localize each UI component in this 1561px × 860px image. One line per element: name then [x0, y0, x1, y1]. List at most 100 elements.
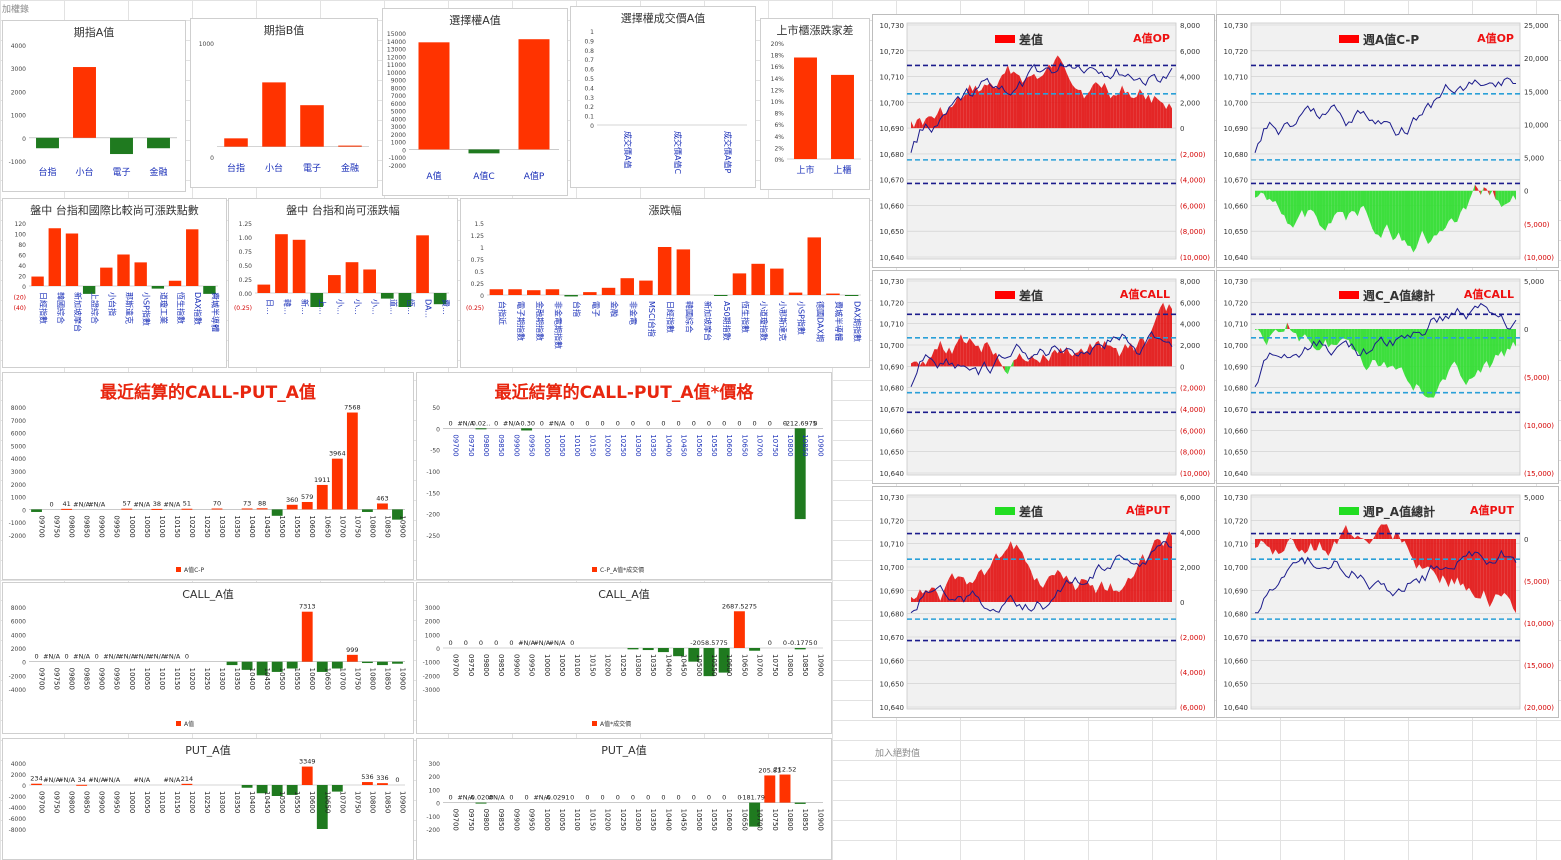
area-segment: [1319, 539, 1323, 550]
category-label: 10800: [786, 434, 794, 456]
area-segment: [946, 347, 950, 367]
area-segment: [1392, 329, 1396, 370]
area-segment: [1378, 329, 1382, 367]
left-tick-label: 10,690: [1224, 587, 1249, 595]
y-tick-label: 3000: [11, 66, 26, 73]
area-segment: [1483, 329, 1487, 365]
category-label: 日經指數: [39, 292, 49, 324]
chart-intraday-points[interactable]: 盤中 台指和國際比較尚可漲跌點數 120 100 80 60 40 20 0 (20) (40) 日…: [2, 198, 227, 368]
area-segment: [1363, 190, 1367, 213]
ts-week-put-panel[interactable]: 10,730 10,720 10,710 10,700 10,690 10,680 10,6…: [1216, 486, 1559, 718]
right-tick-label: 0: [1524, 536, 1528, 544]
chart-futures-b[interactable]: 期指B值 1000 0 台指 小台 電子 金融: [190, 18, 378, 188]
area-segment: [1474, 329, 1478, 377]
bar: [642, 648, 654, 651]
chart-futures-a[interactable]: 期指A值 4000 3000 2000 1000 0 -1000 台指 小台 電子 金融: [2, 20, 186, 192]
data-label: 0: [601, 419, 605, 427]
area-segment: [1448, 539, 1452, 588]
area-segment: [1098, 581, 1102, 602]
right-tick-label: 4,000: [1180, 74, 1200, 82]
area-segment: [1354, 535, 1358, 539]
category-label: 09700: [38, 791, 46, 813]
chart-put-a[interactable]: PUT_A值 4000 2000 0 -2000 -4000 -6000 -8000 234 09…: [2, 738, 414, 860]
category-label: 小...: [371, 299, 380, 315]
area-segment: [1075, 586, 1079, 602]
area-segment: [1325, 539, 1329, 556]
area-segment: [1260, 190, 1264, 194]
area-segment: [1366, 329, 1370, 371]
data-label: 0: [540, 419, 544, 427]
left-tick-label: 10,730: [880, 494, 905, 502]
area-segment: [1442, 329, 1446, 380]
area-segment: [1045, 64, 1049, 129]
chart-change-pct[interactable]: 漲跌幅 1.5 1.25 1 0.75 0.5 0.25 0 (0.25) 台指近 電子期指數 金融期…: [460, 198, 870, 368]
chart-options-deal-a[interactable]: 選擇權成交價A值 1 0.9 0.8 0.7 0.6 0.5 0.4 0.3 0.2 0.1 0 成交價…: [570, 6, 756, 188]
category-label: 09900: [98, 791, 106, 813]
chart-call-a[interactable]: CALL_A值 8000 6000 4000 2000 0 -2000 -4000 0 09700…: [2, 582, 414, 734]
data-label: #N/A: [533, 639, 550, 647]
ts-diff-call-panel[interactable]: 10,730 10,720 10,710 10,700 10,690 10,680 10,6…: [872, 270, 1215, 484]
y-tick-label: 1.00: [239, 235, 253, 242]
chart-options-a[interactable]: 選擇權A值 15000 14000 13000 12000 11000 10000 9000 8…: [382, 8, 568, 196]
chart-listed-otc-diff[interactable]: 上市櫃漲跌家差 20% 18% 16% 14% 12% 10% 8% 6% 4% 2% 0% 上市 上櫃: [760, 18, 870, 190]
chart-cp-a-price[interactable]: 最近結算的CALL-PUT_A值*價格 50 0 -50 -100 -150 -200 -25…: [416, 372, 832, 580]
area-segment: [1069, 581, 1073, 602]
area-segment: [981, 84, 985, 129]
area-segment: [960, 576, 964, 602]
area-segment: [1025, 561, 1029, 602]
chart-cp-a[interactable]: 最近結算的CALL-PUT_A值 8000 7000 6000 5000 4000 3000…: [2, 372, 414, 580]
y-tick-label: 12%: [771, 87, 785, 94]
area-segment: [1457, 329, 1461, 376]
category-label: 10100: [158, 515, 166, 537]
category-label: 10100: [573, 809, 581, 831]
area-segment: [1257, 539, 1261, 547]
category-label: 10550: [293, 668, 301, 690]
chart-call-a-price[interactable]: CALL_A值 3000 2000 1000 0 -1000 -2000 -3000 0 0970…: [416, 582, 832, 734]
category-label: 10800: [786, 654, 794, 676]
area-segment: [1269, 329, 1273, 337]
area-segment: [1340, 190, 1343, 213]
area-segment: [1255, 329, 1258, 331]
right-tick-label: (8,000): [1180, 228, 1206, 236]
left-tick-label: 10,680: [1224, 611, 1249, 619]
left-tick-label: 10,680: [1224, 385, 1249, 393]
ts-week-cp-panel[interactable]: 10,730 10,720 10,710 10,700 10,690 10,680 10,6…: [1216, 14, 1559, 268]
left-tick-label: 10,680: [1224, 151, 1249, 159]
area-segment: [1331, 190, 1335, 224]
area-segment: [1357, 329, 1361, 358]
area-segment: [1469, 539, 1473, 594]
area-segment: [931, 587, 935, 602]
area-segment: [993, 553, 997, 602]
bar: [764, 775, 776, 803]
area-segment: [1392, 532, 1396, 540]
chart-intraday-pct[interactable]: 盤中 台指和尚可漲跌幅 1.25 1.00 0.75 0.50 0.25 0.00 (0.25…: [228, 198, 458, 368]
data-label: 0: [449, 419, 453, 427]
category-label: MSCI台指: [647, 301, 657, 337]
ts-diff-op-panel[interactable]: 10,730 10,720 10,710 10,700 10,690 10,680 10,6…: [872, 14, 1215, 268]
area-segment: [972, 85, 976, 129]
bar: [377, 661, 388, 666]
bar: [826, 293, 840, 295]
bar-chart-svg: 最近結算的CALL-PUT_A值800070006000500040003000…: [9, 382, 407, 574]
y-tick-label: -1000: [9, 520, 27, 527]
area-segment: [1163, 539, 1167, 602]
category-label: 10650: [740, 434, 748, 456]
y-tick-label: 14000: [387, 39, 406, 46]
data-label: 0: [34, 653, 38, 661]
category-label: 09900: [98, 668, 106, 690]
category-label: 10250: [203, 515, 211, 537]
bar: [121, 508, 133, 510]
data-label: #N/A: [457, 794, 474, 802]
category-label: 09900: [98, 515, 106, 537]
data-label: 205.81: [758, 766, 781, 774]
chart-put-a-price[interactable]: PUT_A值 300 200 100 0 -100 -200 0 09700 #N/A 09750 -…: [416, 738, 832, 860]
category-label: 09950: [113, 668, 121, 690]
plot-area: [1250, 278, 1521, 476]
data-label: 0: [768, 419, 772, 427]
ts-week-call-panel[interactable]: 10,730 10,720 10,710 10,700 10,690 10,680 10,6…: [1216, 270, 1559, 484]
ts-diff-put-panel[interactable]: 10,730 10,720 10,710 10,700 10,690 10,680 10,6…: [872, 486, 1215, 718]
area-segment: [1148, 94, 1152, 129]
right-tick-label: (4,000): [1180, 406, 1206, 414]
area-segment: [1407, 190, 1411, 246]
area-segment: [1477, 329, 1481, 373]
